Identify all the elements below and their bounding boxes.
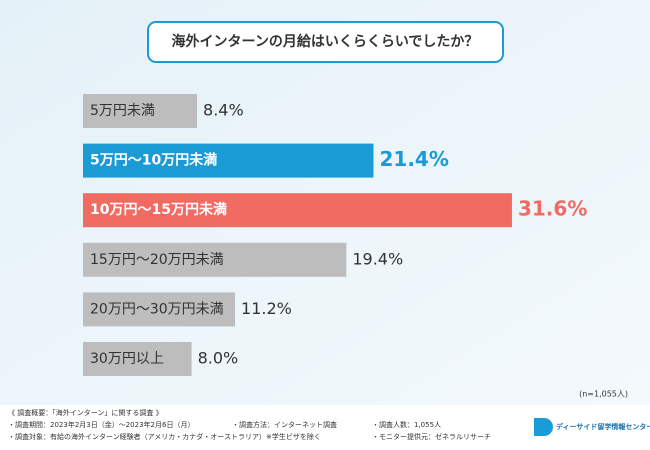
footer-item: ・調査人数：1,055人 — [372, 420, 441, 429]
category-label: 5万円未満 — [90, 103, 155, 119]
bar — [83, 143, 374, 178]
category-label: 15万円～20万円未満 — [90, 252, 224, 268]
logo-text: ディーサイド留学情報センター — [556, 422, 650, 431]
bar — [83, 193, 512, 228]
title-box — [147, 21, 504, 63]
footer-heading: 《 調査概要：「海外インターン」に関する調査 》 — [8, 408, 163, 417]
footer-item: ・調査対象：有給の海外インターン経験者（アメリカ・カナダ・オーストラリア）※学生… — [8, 432, 321, 441]
footer-item: ・モニター提供元：ゼネラルリサーチ — [372, 432, 491, 441]
value-label: 19.4% — [352, 249, 403, 268]
chart-title: 海外インターンの月給はいくらくらいでしたか？ — [172, 33, 479, 50]
sample-note: (n=1,055人) — [579, 390, 628, 399]
value-label: 11.2% — [241, 299, 292, 318]
value-label: 31.6% — [518, 197, 587, 221]
logo-mark — [534, 418, 553, 436]
bar — [83, 242, 347, 277]
footer-item: ・調査期間：2023年2月3日（金）～2023年2月6日（月） — [8, 420, 194, 429]
value-label: 21.4% — [380, 147, 449, 171]
value-label: 8.4% — [203, 101, 244, 120]
bar — [83, 94, 198, 128]
bar — [83, 342, 192, 376]
footer-item: ・調査方法：インターネット調査 — [232, 420, 337, 429]
category-label: 20万円～30万円未満 — [90, 301, 224, 317]
category-label: 5万円～10万円未満 — [90, 152, 217, 169]
category-label: 30万円以上 — [90, 351, 164, 367]
value-label: 8.0% — [198, 349, 239, 368]
bar — [83, 292, 236, 327]
category-label: 10万円～15万円未満 — [90, 201, 227, 218]
